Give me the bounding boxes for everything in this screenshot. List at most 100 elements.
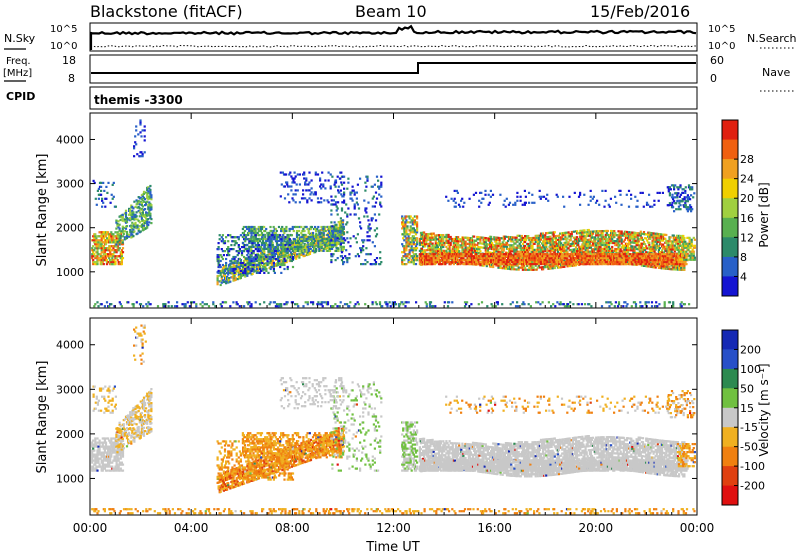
- power-cell: [229, 234, 232, 237]
- power-cell: [111, 241, 114, 244]
- power-cell: [297, 239, 300, 242]
- power-cell: [577, 242, 580, 245]
- freq-right-tick-top: 60: [710, 54, 724, 67]
- power-cell: [272, 248, 275, 251]
- power-cell: [244, 240, 247, 243]
- power-cell: [243, 229, 247, 233]
- power-cell: [442, 237, 445, 241]
- power-cell: [141, 199, 144, 202]
- noise-right-tick-bottom: 10^0: [708, 41, 735, 52]
- power-cell: [378, 187, 381, 190]
- power-cell: [411, 239, 414, 242]
- power-cell: [326, 233, 329, 237]
- power-cell: [123, 218, 126, 221]
- power-cell: [411, 217, 414, 220]
- power-cell: [409, 225, 412, 228]
- power-cell: [120, 259, 123, 262]
- power-cell: [524, 244, 527, 248]
- power-cell: [340, 171, 343, 174]
- power-cell: [416, 215, 419, 218]
- power-cell: [265, 262, 268, 265]
- power-cell: [458, 244, 461, 247]
- power-cell: [316, 234, 319, 237]
- power-cell: [91, 257, 94, 260]
- power-cell: [330, 237, 333, 240]
- power-cell: [113, 259, 116, 262]
- power-cell: [406, 233, 409, 236]
- power-cell: [147, 206, 150, 209]
- power-cell: [341, 201, 344, 204]
- power-cell: [300, 231, 303, 235]
- power-cell: [460, 238, 463, 241]
- power-cell: [223, 242, 227, 245]
- power-cell: [452, 237, 455, 241]
- power-cell: [258, 260, 262, 263]
- power-cell: [307, 231, 310, 235]
- power-cell: [240, 254, 244, 257]
- power-cell: [221, 238, 224, 241]
- power-cell: [100, 263, 103, 266]
- power-cell: [529, 237, 532, 240]
- power-cell: [605, 245, 608, 248]
- power-cell: [544, 240, 547, 243]
- power-cell: [282, 233, 285, 237]
- power-cell: [366, 261, 369, 264]
- power-cell: [468, 241, 471, 244]
- power-cell: [227, 240, 230, 243]
- power-cell: [341, 249, 344, 252]
- power-cell: [485, 265, 488, 268]
- power-cell: [308, 252, 312, 255]
- power-cell: [221, 269, 224, 272]
- power-cell: [542, 250, 545, 253]
- power-cell: [585, 246, 588, 250]
- power-cell: [138, 215, 141, 218]
- power-cell: [507, 243, 510, 247]
- power-cell: [131, 213, 134, 216]
- power-cell: [254, 236, 257, 239]
- power-cell: [294, 193, 297, 196]
- power-cell: [364, 189, 367, 192]
- power-cell: [234, 255, 237, 259]
- power-cell: [314, 227, 317, 231]
- power-cell: [137, 133, 140, 136]
- power-cell: [307, 249, 310, 252]
- power-cell: [272, 225, 275, 229]
- cpid-panel: [89, 86, 698, 110]
- power-cell: [328, 241, 332, 244]
- power-cell: [145, 217, 148, 220]
- power-cell: [360, 249, 363, 252]
- power-cell: [517, 268, 520, 271]
- power-cell: [143, 129, 146, 132]
- power-cell: [222, 267, 225, 270]
- power-cell: [589, 238, 592, 241]
- power-cell: [292, 179, 295, 182]
- power-cell: [353, 191, 356, 194]
- power-cell: [228, 254, 231, 257]
- power-cell: [640, 236, 643, 239]
- power-cell: [614, 244, 617, 247]
- power-cell: [119, 253, 122, 256]
- power-cell: [549, 245, 552, 248]
- power-cell: [537, 236, 540, 239]
- power-cell: [405, 215, 408, 218]
- power-cell: [248, 238, 251, 241]
- power-cell: [427, 233, 430, 236]
- power-cell: [280, 255, 283, 259]
- power-cell: [270, 264, 273, 267]
- power-cell: [334, 259, 337, 262]
- power-cell: [583, 231, 586, 234]
- power-cell: [280, 183, 283, 186]
- power-cell: [341, 239, 344, 242]
- power-cell: [288, 245, 291, 248]
- power-cell: [121, 217, 124, 220]
- power-cell: [340, 193, 343, 196]
- power-cell: [258, 248, 262, 251]
- power-cell: [480, 246, 483, 249]
- power-cell: [521, 246, 524, 249]
- power-cell: [347, 177, 350, 180]
- power-cell: [115, 257, 118, 260]
- power-cell: [315, 232, 318, 235]
- power-cell: [568, 265, 571, 268]
- power-cell: [119, 233, 122, 236]
- power-cell: [442, 239, 445, 243]
